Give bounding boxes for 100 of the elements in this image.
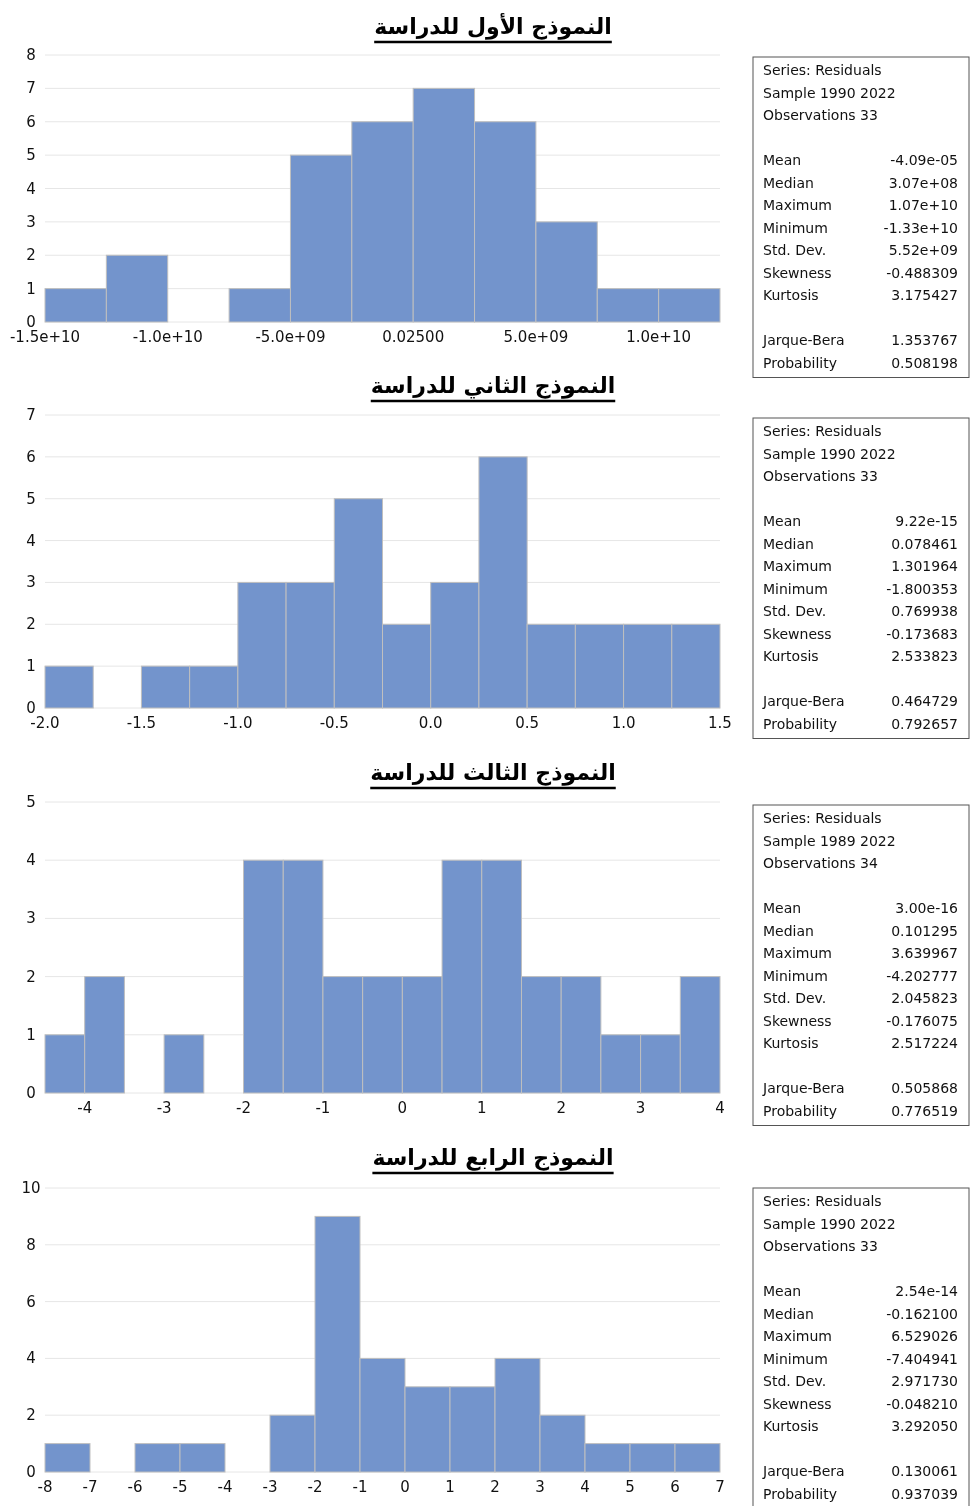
y-tick-label: 0 [26, 699, 36, 717]
text: 3.175427 [891, 287, 958, 303]
text: Series: Residuals [763, 810, 882, 826]
y-tick-label: 7 [26, 406, 36, 424]
x-tick-label: -7 [82, 1478, 98, 1496]
text: 3.639967 [891, 945, 958, 961]
text: 3.07e+08 [888, 174, 958, 191]
x-tick-label: -3 [156, 1099, 172, 1117]
y-tick-label: 1 [26, 279, 36, 298]
text: 0.464729 [891, 693, 958, 709]
x-tick-label: -3 [262, 1478, 278, 1496]
text: Kurtosis [763, 1418, 819, 1434]
text: Observations 33 [763, 468, 878, 484]
text: -0.176075 [886, 1012, 958, 1029]
text: Std. Dev. [763, 1373, 827, 1389]
text: 6.529026 [891, 1328, 959, 1344]
text: Observations 33 [763, 107, 878, 123]
text: Mean [763, 900, 802, 916]
text: 2.971730 [891, 1373, 958, 1389]
y-tick-label: 4 [26, 851, 36, 870]
text: Series: Residuals [763, 1193, 882, 1209]
x-tick-label: -6 [127, 1478, 143, 1496]
x-tick-label: 0 [400, 1478, 410, 1496]
x-tick-label: -5.0e+09 [255, 328, 326, 346]
text: 2.517224 [891, 1035, 959, 1051]
text: 0.776519 [891, 1102, 958, 1119]
x-tick-label: 4 [715, 1099, 725, 1117]
x-tick-label: 5 [625, 1478, 635, 1496]
text: Sample 1990 2022 [763, 445, 896, 462]
x-tick-label: -2 [236, 1099, 252, 1117]
x-tick-label: 7 [715, 1478, 725, 1496]
text: Skewness [763, 1012, 832, 1029]
text: -7.404941 [886, 1350, 958, 1367]
x-tick-label: -2.0 [30, 714, 60, 732]
text: Skewness [763, 1395, 832, 1412]
x-tick-label: 1 [445, 1478, 455, 1496]
text: Maximum [763, 945, 832, 961]
text: 0.769938 [891, 603, 958, 619]
y-tick-label: 5 [26, 793, 36, 811]
y-tick-label: 6 [26, 112, 36, 131]
x-tick-label: -1.0e+10 [132, 328, 203, 346]
text: Observations 34 [763, 855, 878, 871]
text: Probability [763, 715, 838, 732]
y-tick-label: 2 [26, 246, 36, 265]
x-tick-label: -1 [315, 1099, 331, 1117]
text: Maximum [763, 197, 832, 213]
text: 3.292050 [891, 1418, 958, 1434]
text: Probability [763, 354, 838, 371]
text: Minimum [763, 967, 828, 984]
text: Minimum [763, 219, 828, 236]
text: 1.353767 [891, 332, 958, 348]
text: Std. Dev. [763, 603, 827, 619]
x-tick-label: 1.0e+10 [626, 328, 692, 346]
y-tick-label: 10 [21, 1179, 41, 1197]
x-tick-label: -4 [77, 1099, 93, 1117]
x-tick-label: 3 [635, 1099, 646, 1117]
text: Jarque-Bera [762, 332, 845, 348]
x-tick-label: 1.5 [708, 714, 732, 732]
x-tick-label: -1.5e+10 [9, 328, 81, 346]
text: Minimum [763, 580, 828, 597]
text: Mean [763, 152, 802, 168]
y-tick-label: 8 [26, 1235, 36, 1254]
text: Probability [763, 1485, 838, 1502]
text: Skewness [763, 625, 832, 642]
text: Sample 1989 2022 [763, 832, 896, 849]
text: Skewness [763, 264, 832, 281]
chart-title: النموذج الثاني للدراسة [370, 373, 616, 399]
x-tick-label: 5.0e+09 [503, 328, 569, 346]
x-tick-label: 2 [490, 1478, 500, 1496]
text: 0.505868 [891, 1080, 958, 1096]
y-tick-label: 7 [26, 79, 36, 98]
text: Series: Residuals [763, 423, 882, 439]
text: 2.045823 [891, 990, 958, 1006]
text: Std. Dev. [763, 990, 827, 1006]
text: Mean [763, 1283, 802, 1299]
text: 0.078461 [891, 535, 958, 552]
y-tick-label: 2 [26, 967, 36, 986]
text: Mean [763, 513, 802, 529]
y-tick-label: 3 [26, 212, 36, 231]
x-tick-label: 0.0 [418, 714, 443, 732]
text: Kurtosis [763, 287, 819, 303]
text: 3.00e-16 [895, 900, 959, 916]
text: -0.488309 [886, 264, 958, 281]
y-tick-label: 0 [26, 313, 36, 331]
y-tick-label: 4 [26, 179, 36, 198]
x-tick-label: 6 [670, 1478, 680, 1496]
text: 0.508198 [891, 354, 958, 371]
y-tick-label: 5 [26, 146, 36, 165]
text: 1.07e+10 [888, 197, 958, 213]
x-tick-label: -1.0 [223, 714, 253, 732]
text: Probability [763, 1102, 838, 1119]
x-tick-label: -4 [217, 1478, 233, 1496]
text: Median [763, 174, 814, 191]
text: Median [763, 535, 814, 552]
text: Std. Dev. [763, 242, 827, 258]
text: 9.22e-15 [895, 513, 958, 529]
text: 0.130061 [891, 1463, 958, 1479]
text: -1.33e+10 [883, 219, 958, 236]
y-tick-label: 8 [26, 46, 36, 64]
x-tick-label: 0.02500 [382, 328, 445, 346]
